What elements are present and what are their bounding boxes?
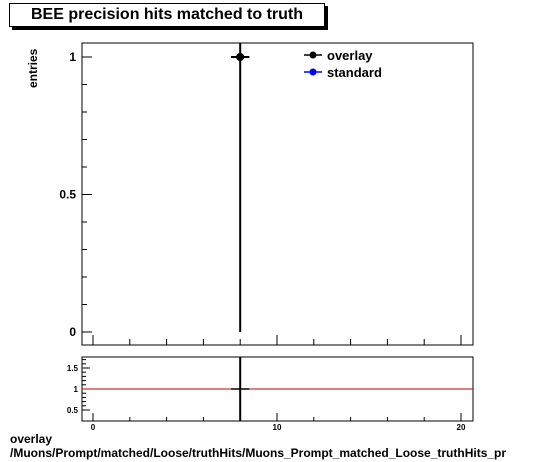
legend-marker-overlay (309, 51, 317, 59)
legend-label-standard: standard (327, 65, 382, 80)
legend-marker-standard (309, 68, 317, 76)
chart-title: BEE precision hits matched to truth (9, 3, 325, 27)
footer-path: /Muons/Prompt/matched/Loose/truthHits/Mu… (10, 446, 507, 460)
ratio-data-marks (82, 357, 473, 421)
overlay-point (236, 53, 245, 61)
legend: overlay standard (304, 48, 382, 80)
main-y-tick-label: 0 (69, 325, 76, 339)
footer-label: overlay (10, 432, 53, 446)
ratio-x-tick-label: 20 (457, 423, 466, 432)
legend-label-overlay: overlay (327, 48, 373, 63)
main-axis-ticks: 00.51 (59, 50, 462, 345)
main-data-marks (231, 43, 250, 332)
ratio-x-tick-label: 0 (91, 423, 96, 432)
ratio-axis-ticks: 0.5 1 1.5 0 10 20 (67, 359, 466, 432)
main-plot-frame (81, 42, 474, 346)
main-y-tick-label: 0.5 (59, 188, 76, 202)
ratio-y-tick-label: 0.5 (67, 406, 79, 415)
main-y-tick-label: 1 (69, 50, 76, 64)
ratio-x-tick-label: 10 (273, 423, 282, 432)
ratio-y-tick-label: 1 (74, 385, 79, 394)
ratio-y-tick-label: 1.5 (67, 364, 79, 373)
